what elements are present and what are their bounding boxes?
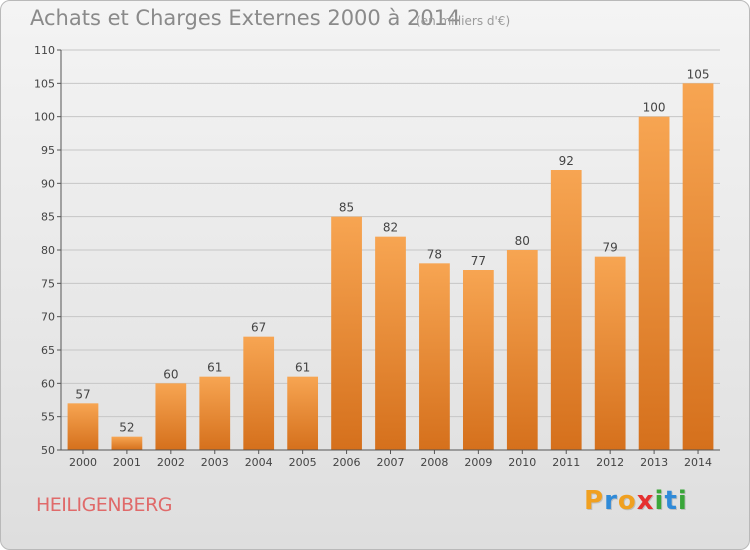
y-tick-label: 105 — [34, 77, 55, 90]
data-label-2000: 57 — [75, 387, 90, 401]
x-tick-label: 2010 — [508, 456, 536, 469]
x-tick-label: 2012 — [596, 456, 624, 469]
axes — [57, 49, 720, 454]
data-label-2010: 80 — [515, 234, 530, 248]
bar-2005 — [287, 376, 319, 450]
data-label-2008: 78 — [427, 247, 442, 261]
bar-2013 — [638, 116, 670, 451]
y-tick-label: 60 — [41, 377, 55, 390]
bar-2000 — [67, 403, 99, 450]
data-label-2001: 52 — [119, 421, 134, 435]
data-label-2014: 105 — [687, 67, 710, 81]
bar-2012 — [594, 256, 626, 450]
data-label-2003: 61 — [207, 361, 222, 375]
y-tick-label: 80 — [41, 244, 55, 257]
bar-2009 — [462, 270, 494, 450]
x-tick-label: 2005 — [289, 456, 317, 469]
bar-2001 — [111, 436, 143, 450]
bar-2004 — [243, 336, 275, 450]
proxiti-logo[interactable]: Proxiti — [584, 486, 688, 516]
y-tick-label: 70 — [41, 311, 55, 324]
bar-2011 — [550, 170, 582, 450]
y-tick-label: 65 — [41, 344, 55, 357]
y-tick-label: 75 — [41, 277, 55, 290]
x-tick-label: 2008 — [420, 456, 448, 469]
bar-2010 — [506, 250, 538, 450]
logo-letter: r — [604, 486, 618, 516]
data-label-2004: 67 — [251, 321, 266, 335]
y-tick-label: 100 — [34, 111, 55, 124]
x-tick-label: 2002 — [157, 456, 185, 469]
commune-name: HEILIGENBERG — [36, 494, 173, 516]
data-label-2013: 100 — [643, 101, 666, 115]
logo-letter: i — [677, 486, 688, 516]
x-tick-label: 2009 — [464, 456, 492, 469]
bar-2007 — [375, 236, 406, 450]
bar-2008 — [419, 263, 450, 450]
y-tick-label: 90 — [41, 177, 55, 190]
y-tick-label: 110 — [34, 44, 55, 57]
y-tick-label: 85 — [41, 211, 55, 224]
data-label-2009: 77 — [471, 254, 486, 268]
x-tick-label: 2000 — [69, 456, 97, 469]
data-label-2011: 92 — [559, 154, 574, 168]
x-tick-label: 2001 — [113, 456, 141, 469]
data-label-2006: 85 — [339, 201, 354, 215]
x-tick-label: 2006 — [333, 456, 361, 469]
x-tick-label: 2014 — [684, 456, 712, 469]
bar-2006 — [331, 216, 362, 450]
logo-letter: o — [617, 486, 637, 516]
labels: 50 55 60 65 70 75 80 85 90 95 100 105 110 2000 57 2001 5… — [34, 44, 712, 469]
bar-2014 — [682, 83, 714, 450]
x-tick-label: 2007 — [377, 456, 405, 469]
x-tick-label: 2003 — [201, 456, 229, 469]
logo-letter: i — [654, 486, 665, 516]
y-tick-label: 95 — [41, 144, 55, 157]
x-tick-label: 2013 — [640, 456, 668, 469]
bar-2003 — [199, 376, 231, 450]
data-label-2012: 79 — [603, 241, 618, 255]
logo-letter: t — [664, 486, 678, 516]
data-label-2007: 82 — [383, 221, 398, 235]
logo-letter: x — [636, 486, 655, 516]
y-tick-label: 55 — [41, 411, 55, 424]
chart-subtitle: (en milliers d'€) — [416, 14, 511, 28]
chart-title: Achats et Charges Externes 2000 à 2014 — [30, 6, 461, 30]
y-tick-label: 50 — [41, 444, 55, 457]
logo-letter: P — [584, 486, 605, 516]
data-label-2005: 61 — [295, 361, 310, 375]
bar-2002 — [155, 383, 187, 450]
data-label-2002: 60 — [163, 367, 178, 381]
x-tick-label: 2011 — [552, 456, 580, 469]
x-tick-label: 2004 — [245, 456, 273, 469]
bars — [67, 83, 714, 451]
